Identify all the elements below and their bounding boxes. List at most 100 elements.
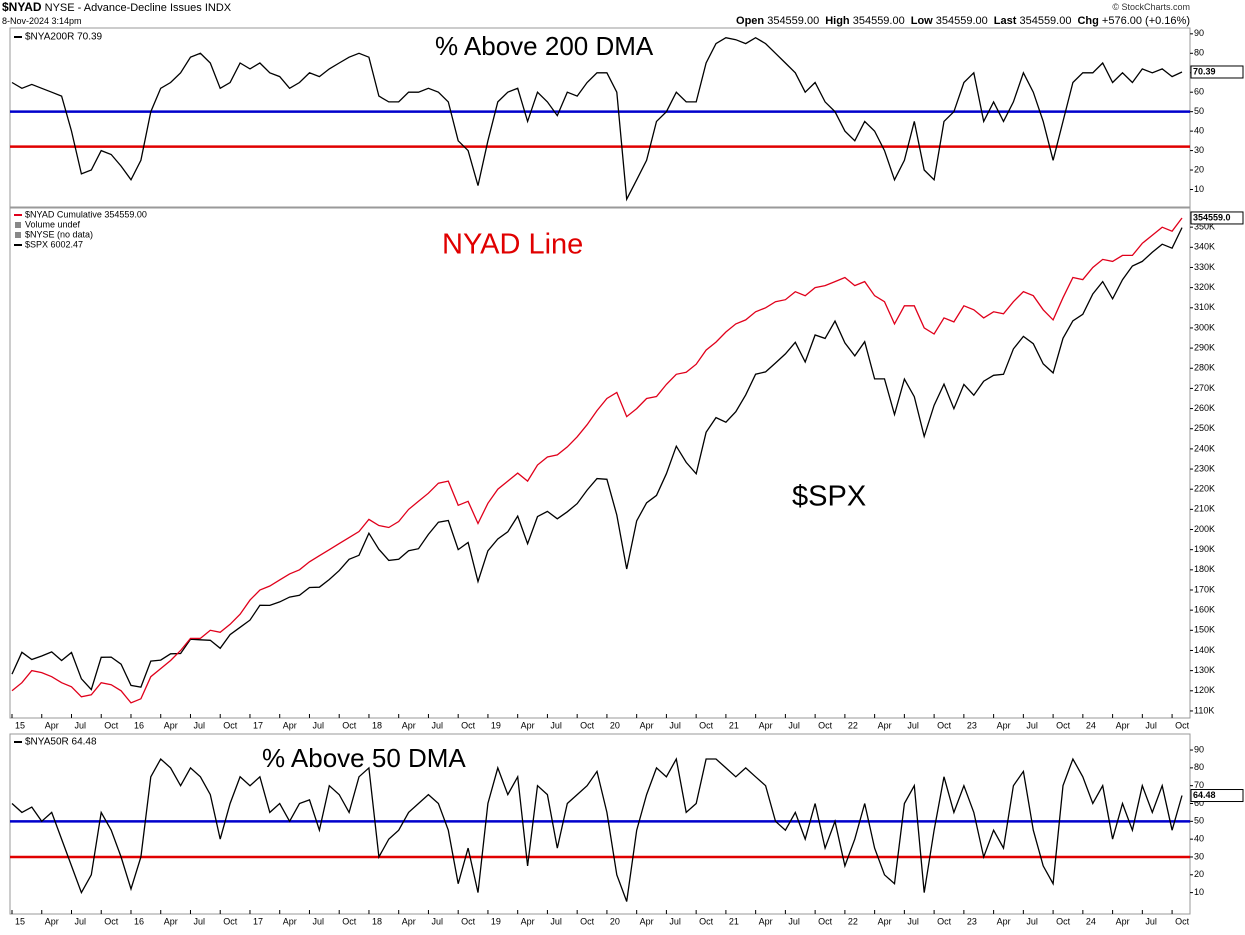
x-tick-label: Oct (1056, 720, 1071, 730)
quote-value: 354559.00 (1019, 15, 1072, 27)
x-tick-label: 19 (491, 720, 501, 730)
x-tick-label: Jul (788, 916, 800, 926)
quote-value: +576.00 (+0.16%) (1101, 15, 1190, 27)
y-tick-label: 230K (1194, 463, 1215, 473)
x-tick-label: Jul (907, 720, 919, 730)
x-tick-label: Apr (878, 720, 892, 730)
y-tick-label: 30 (1194, 851, 1204, 861)
x-tick-label: Apr (164, 720, 178, 730)
x-tick-label: Apr (283, 916, 297, 926)
series-line (11, 217, 1183, 704)
quote: Open 354559.00 High 354559.00 Low 354559.0… (730, 15, 1190, 27)
y-tick-label: 140K (1194, 645, 1215, 655)
x-tick-label: 21 (729, 916, 739, 926)
y-tick-label: 310K (1194, 302, 1215, 312)
x-tick-label: 16 (134, 720, 144, 730)
x-tick-label: 18 (372, 720, 382, 730)
annotation: NYAD Line (442, 229, 583, 261)
y-tick-label: 200K (1194, 524, 1215, 534)
header-date: 8-Nov-2024 3:14pm (2, 16, 82, 26)
legend-label: $NYAD Cumulative 354559.00 (25, 209, 147, 219)
y-tick-label: 90 (1194, 28, 1204, 38)
end-label-box (1190, 789, 1244, 803)
x-tick-label: Apr (521, 720, 535, 730)
x-tick-label: Oct (1175, 720, 1190, 730)
x-tick-label: Apr (164, 916, 178, 926)
x-tick-label: Jul (312, 720, 324, 730)
x-tick-label: 16 (134, 916, 144, 926)
x-tick-label: Jul (1026, 720, 1038, 730)
x-tick-label: 19 (491, 916, 501, 926)
series-line (11, 757, 1183, 902)
x-tick-label: Oct (104, 720, 119, 730)
x-tick-label: 23 (967, 720, 977, 730)
x-tick-label: Apr (640, 916, 654, 926)
x-tick-label: Jul (74, 720, 86, 730)
y-tick-label: 160K (1194, 605, 1215, 615)
y-tick-label: 270K (1194, 383, 1215, 393)
x-tick-label: Apr (997, 916, 1011, 926)
x-tick-label: Oct (1175, 916, 1190, 926)
quote-label: High (825, 15, 850, 27)
x-tick-label: Jul (669, 720, 681, 730)
x-tick-label: Apr (640, 720, 654, 730)
x-tick-label: 24 (1086, 916, 1096, 926)
legend-label: $SPX 6002.47 (25, 239, 83, 249)
y-tick-label: 280K (1194, 363, 1215, 373)
quote-value: 354559.00 (767, 15, 820, 27)
y-tick-label: 80 (1194, 762, 1204, 772)
x-tick-label: Oct (223, 916, 238, 926)
x-tick-label: Oct (1056, 916, 1071, 926)
x-tick-label: Oct (818, 916, 833, 926)
end-label: 70.39 (1193, 66, 1216, 76)
x-tick-label: Jul (431, 916, 443, 926)
y-tick-label: 60 (1194, 798, 1204, 808)
y-tick-label: 30 (1194, 145, 1204, 155)
header-title: $NYAD NYSE - Advance-Decline Issues INDX (2, 1, 231, 14)
x-tick-label: Oct (580, 720, 595, 730)
x-tick-label: 18 (372, 916, 382, 926)
quote-value: 354559.00 (852, 15, 905, 27)
x-tick-label: 22 (848, 916, 858, 926)
x-tick-label: Apr (402, 916, 416, 926)
x-tick-label: Jul (312, 916, 324, 926)
x-tick-label: Oct (342, 720, 357, 730)
y-tick-label: 330K (1194, 262, 1215, 272)
x-tick-label: Jul (74, 916, 86, 926)
quote-value: 354559.00 (935, 15, 988, 27)
panel-frame (9, 207, 1191, 719)
y-tick-label: 250K (1194, 423, 1215, 433)
y-tick-label: 150K (1194, 625, 1215, 635)
end-label: 64.48 (1193, 790, 1216, 800)
x-tick-label: Apr (45, 916, 59, 926)
panel-frame (9, 733, 1191, 915)
x-tick-label: 24 (1086, 720, 1096, 730)
x-tick-label: 23 (967, 916, 977, 926)
x-tick-label: Apr (283, 720, 297, 730)
y-tick-label: 340K (1194, 242, 1215, 252)
x-tick-label: 15 (15, 916, 25, 926)
y-tick-label: 210K (1194, 504, 1215, 514)
x-tick-label: Oct (699, 916, 714, 926)
x-tick-label: Jul (788, 720, 800, 730)
x-tick-label: Jul (1026, 916, 1038, 926)
x-tick-label: 20 (610, 916, 620, 926)
x-tick-label: Jul (193, 916, 205, 926)
end-label-box (1190, 65, 1244, 79)
x-tick-label: 21 (729, 720, 739, 730)
y-tick-label: 320K (1194, 282, 1215, 292)
x-tick-label: Oct (580, 916, 595, 926)
y-tick-label: 50 (1194, 816, 1204, 826)
y-tick-label: 110K (1194, 705, 1214, 715)
x-tick-label: Apr (878, 916, 892, 926)
x-tick-label: Oct (461, 720, 476, 730)
end-label-box (1190, 211, 1244, 225)
credit: © StockCharts.com (1112, 2, 1190, 12)
x-tick-label: 17 (253, 916, 263, 926)
x-tick-label: Jul (550, 720, 562, 730)
x-tick-label: Oct (937, 916, 952, 926)
y-tick-label: 40 (1194, 125, 1204, 135)
y-tick-label: 190K (1194, 544, 1215, 554)
panel-title: % Above 200 DMA (435, 31, 654, 61)
